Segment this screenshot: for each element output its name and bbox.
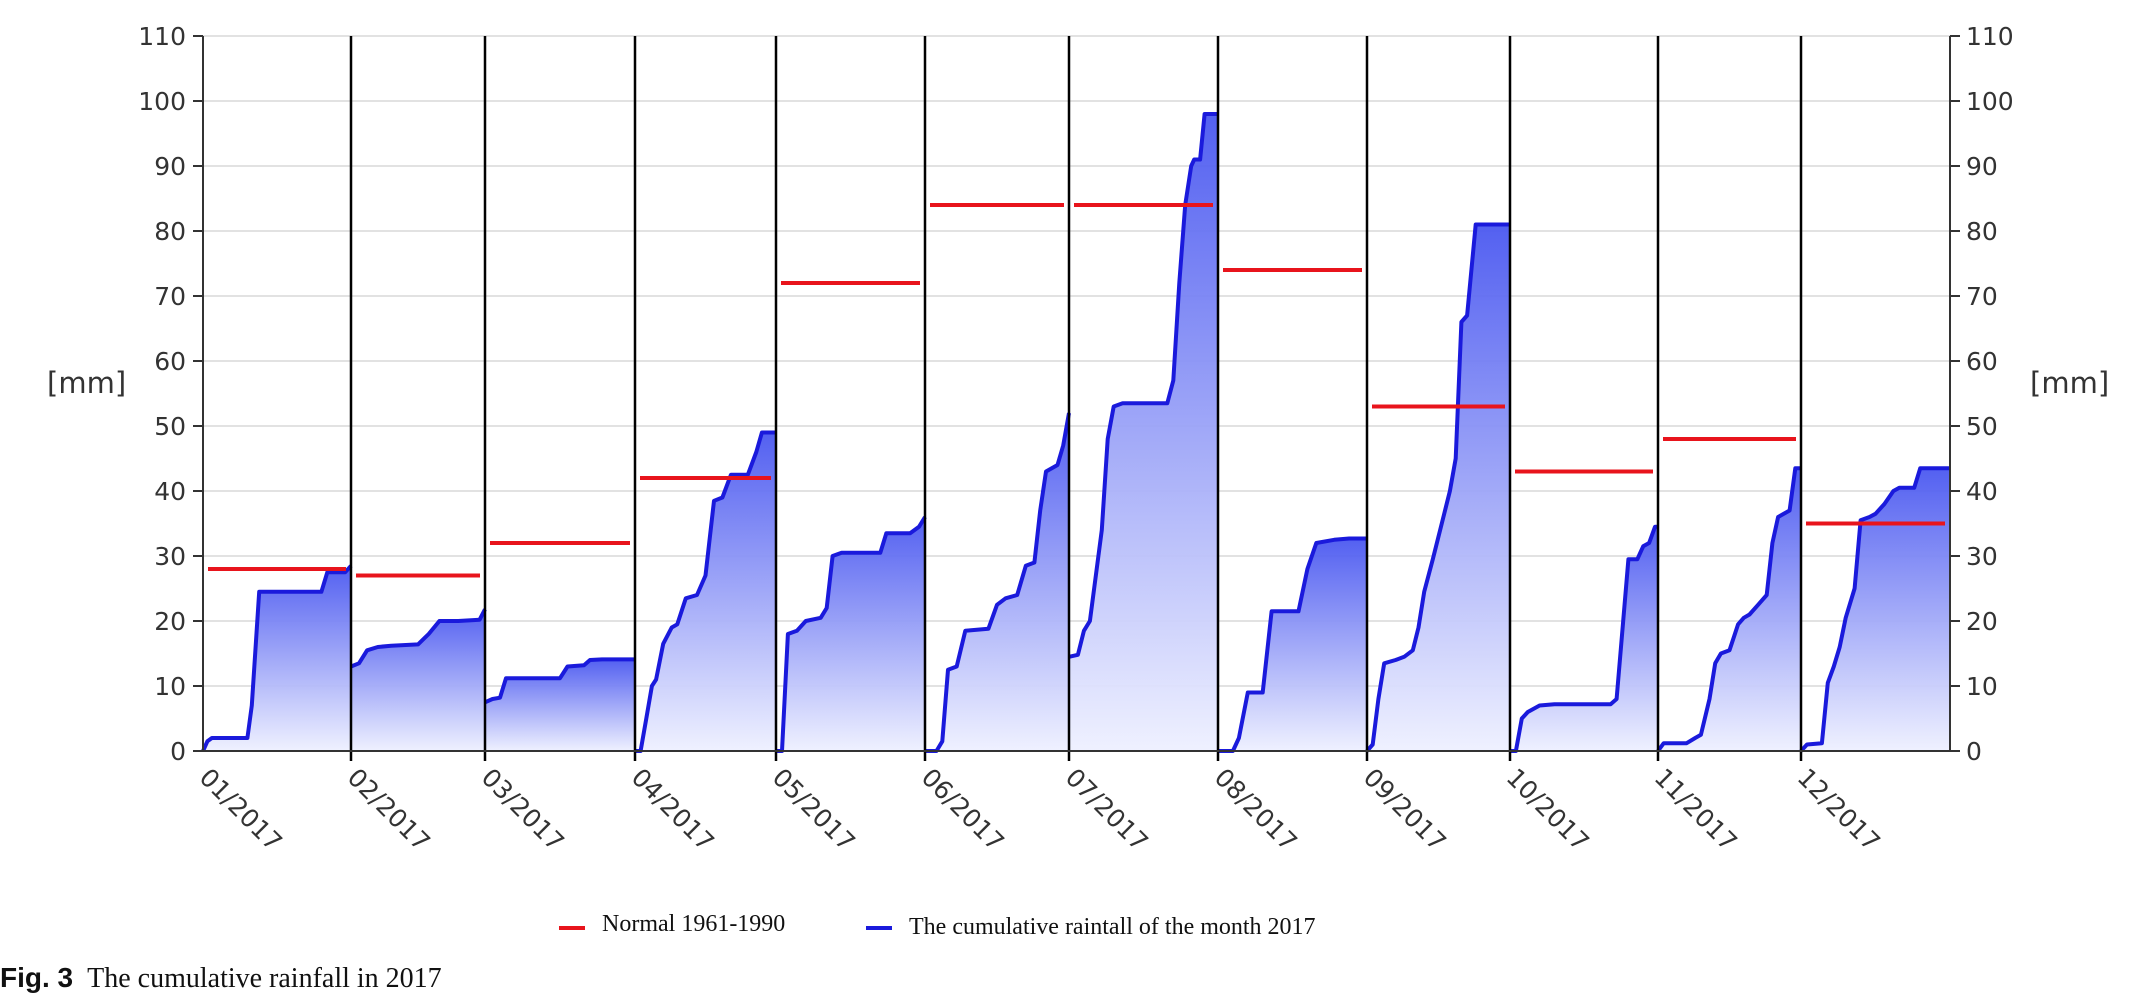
y-tick-label-right: 60 [1966,347,1998,376]
figure-label: Fig. 3 [0,962,74,993]
figure-caption: Fig. 3 The cumulative rainfall in 2017 [0,962,442,995]
y-tick-label-right: 30 [1966,542,1998,571]
x-tick-label: 05/2017 [767,763,861,857]
y-tick-label-right: 40 [1966,477,1998,506]
x-ticks: 01/2017 02/2017 03/2017 04/2017 05/2017 06/20… [194,763,1886,857]
figure-caption-text: The cumulative rainfall in 2017 [87,963,442,994]
y-tick-label-left: 100 [138,87,186,116]
y-tick-label-left: 40 [154,477,186,506]
x-tick-label: 11/2017 [1649,763,1743,857]
y-tick-label-left: 30 [154,542,186,571]
x-tick-label: 09/2017 [1358,763,1452,857]
y-tick-label-right: 70 [1966,282,1998,311]
cumulative-line-month-2 [350,608,487,669]
legend-label-cumulative: The cumulative raintall of the month 201… [909,914,1316,940]
cumulative-area-layer [201,112,1950,753]
x-tick-label: 06/2017 [916,763,1010,857]
y-tick-label-left: 70 [154,282,186,311]
cumulative-area-month-12 [1801,468,1950,751]
y-tick-label-right: 100 [1966,87,2014,116]
y-tick-label-left: 0 [170,737,186,766]
x-tick-label: 12/2017 [1792,763,1886,857]
cumulative-area-month-1 [203,565,351,751]
cumulative-line-month-6 [925,412,1071,753]
y-tick-label-right: 10 [1966,672,1998,701]
y-tick-label-right: 80 [1966,217,1998,246]
x-tick-label: 08/2017 [1209,763,1303,857]
cumulative-area-month-2 [351,609,485,751]
cumulative-area-month-10 [1510,526,1658,751]
cumulative-line-month-5 [776,515,927,753]
cumulative-area-month-3 [485,659,635,751]
legend-label-normal: Normal 1961-1990 [602,911,785,937]
y-tick-label-left: 60 [154,347,186,376]
x-tick-label: 02/2017 [342,763,436,857]
y-tick-label-left: 90 [154,152,186,181]
y-tick-label-left: 50 [154,412,186,441]
cumulative-area-month-8 [1218,538,1367,751]
x-tick-label: 03/2017 [476,763,570,857]
cumulative-line-month-4 [635,430,776,753]
cumulative-line-month-9 [1365,222,1510,753]
axes [202,36,1951,752]
cumulative-area-month-6 [925,413,1069,751]
gridlines [203,35,1950,687]
x-tick-label: 01/2017 [194,763,288,857]
cumulative-area-month-11 [1658,468,1801,751]
x-tick-label: 04/2017 [626,763,720,857]
normal-lines-layer [208,203,1945,578]
y-tick-label-right: 110 [1966,22,2014,51]
cumulative-line-month-10 [1510,524,1658,753]
cumulative-line-month-12 [1799,466,1950,753]
cumulative-line-month-1 [201,564,353,752]
cumulative-area-month-9 [1367,224,1510,751]
x-tick-label: 10/2017 [1501,763,1595,857]
legend: Normal 1961-1990 The cumulative raintall… [559,911,1316,940]
cumulative-area-month-7 [1069,114,1218,751]
cumulative-area-month-5 [776,517,925,751]
y-axis-title-left: [mm] [47,366,126,400]
cumulative-line-month-11 [1656,466,1801,753]
month-separators [349,36,1803,761]
cumulative-line-month-8 [1218,536,1367,753]
y-tick-label-left: 20 [154,607,186,636]
y-ticks-left: 0 10 20 30 40 50 60 70 80 90 100 110 [138,22,203,766]
y-axis-title-right: [mm] [2030,366,2109,400]
y-tick-label-right: 90 [1966,152,1998,181]
y-tick-label-left: 10 [154,672,186,701]
cumulative-area-month-4 [635,432,776,751]
y-tick-label-left: 110 [138,22,186,51]
y-tick-label-right: 0 [1966,737,1982,766]
x-tick-label: 07/2017 [1060,763,1154,857]
cumulative-line-month-3 [484,657,635,705]
y-tick-label-right: 50 [1966,412,1998,441]
cumulative-line-month-7 [1068,112,1218,659]
y-tick-label-right: 20 [1966,607,1998,636]
y-ticks-right: 0 10 20 30 40 50 60 70 80 90 100 110 [1950,22,2014,766]
y-tick-label-left: 80 [154,217,186,246]
